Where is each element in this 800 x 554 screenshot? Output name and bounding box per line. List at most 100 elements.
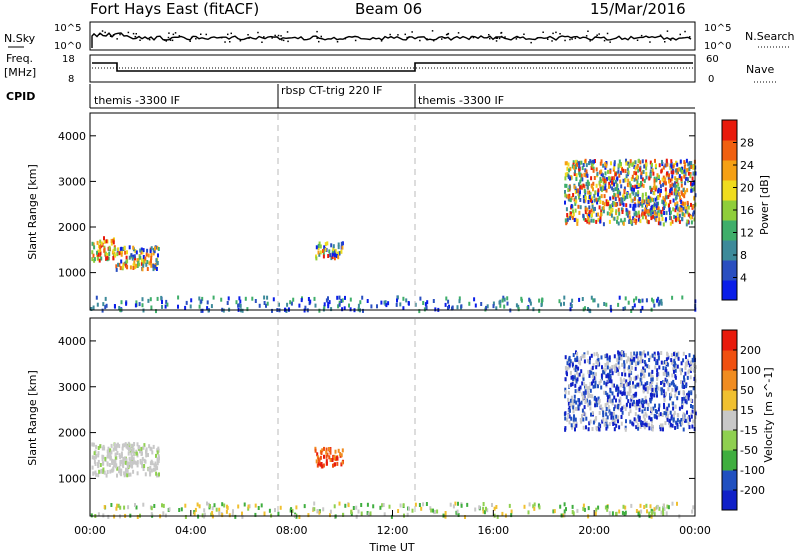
range-gate-cell	[150, 512, 153, 517]
range-gate-cell	[100, 469, 102, 474]
range-gate-cell	[568, 168, 571, 173]
range-gate-cell	[595, 507, 598, 512]
range-gate-cell	[332, 247, 335, 252]
range-gate-cell	[653, 413, 656, 418]
range-gate-cell	[605, 417, 608, 422]
noise-dot	[98, 33, 101, 35]
noise-dot	[280, 35, 282, 37]
range-gate-cell	[674, 217, 677, 222]
range-gate-cell	[654, 158, 656, 163]
range-gate-cell	[103, 248, 106, 253]
range-gate-cell	[676, 425, 679, 429]
range-gate-cell	[114, 446, 116, 451]
range-gate-cell	[106, 462, 109, 467]
range-gate-cell	[652, 197, 655, 202]
range-gate-cell	[604, 390, 607, 395]
range-gate-cell	[626, 213, 629, 218]
range-gate-cell	[615, 386, 618, 391]
range-gate-cell	[357, 307, 360, 312]
range-gate-cell	[613, 364, 616, 369]
range-gate-cell	[630, 503, 633, 508]
range-gate-cell	[676, 364, 679, 369]
range-gate-cell	[617, 360, 620, 365]
range-gate-cell	[340, 453, 343, 458]
range-gate-cell	[127, 441, 130, 446]
range-gate-cell	[586, 350, 589, 355]
range-gate-cell	[152, 467, 155, 472]
range-gate-cell	[675, 365, 678, 370]
range-gate-cell	[648, 415, 651, 420]
range-gate-cell	[599, 215, 602, 220]
range-gate-cell	[685, 395, 688, 400]
range-gate-cell	[616, 367, 619, 372]
range-gate-cell	[116, 466, 119, 471]
range-gate-cell	[680, 361, 683, 366]
range-gate-cell	[635, 211, 638, 216]
range-gate-cell	[690, 188, 693, 193]
range-gate-cell	[656, 298, 659, 303]
range-gate-cell	[650, 408, 653, 413]
range-gate-cell	[602, 413, 605, 418]
range-gate-cell	[680, 183, 683, 188]
range-gate-cell	[603, 176, 606, 181]
range-gate-cell	[606, 211, 609, 216]
range-gate-cell	[596, 361, 599, 366]
range-gate-cell	[572, 160, 575, 165]
range-gate-cell	[579, 205, 582, 210]
range-gate-cell	[692, 505, 695, 510]
range-gate-cell	[672, 170, 675, 175]
range-gate-cell	[604, 171, 607, 176]
colorbar-segment	[722, 450, 737, 471]
range-gate-cell	[132, 266, 135, 270]
range-gate-cell	[225, 509, 228, 514]
range-gate-cell	[606, 365, 609, 370]
range-gate-cell	[674, 368, 677, 373]
range-gate-cell	[166, 302, 169, 307]
range-gate-cell	[665, 195, 668, 200]
range-gate-cell	[655, 217, 658, 222]
range-gate-cell	[123, 245, 126, 250]
noise-dot	[281, 39, 283, 41]
range-gate-cell	[602, 163, 605, 168]
colorbar-tick-label: -200	[740, 484, 765, 497]
range-gate-cell	[573, 172, 576, 176]
range-gate-cell	[110, 503, 113, 507]
noise-dot	[555, 31, 557, 34]
range-gate-cell	[610, 411, 613, 416]
range-gate-cell	[572, 193, 575, 197]
range-gate-cell	[586, 386, 589, 391]
range-gate-cell	[629, 183, 632, 188]
range-gate-cell	[574, 389, 577, 394]
range-gate-cell	[383, 512, 386, 517]
range-gate-cell	[629, 159, 632, 164]
range-gate-cell	[627, 300, 630, 305]
colorbar-segment	[722, 410, 737, 431]
range-gate-cell	[571, 215, 574, 220]
noise-line	[91, 32, 692, 48]
range-gate-cell	[662, 196, 665, 201]
range-gate-cell	[631, 189, 634, 194]
range-gate-cell	[603, 370, 606, 375]
range-gate-cell	[571, 510, 574, 514]
noise-dot	[318, 40, 320, 43]
range-gate-cell	[586, 207, 589, 212]
range-gate-cell	[134, 503, 136, 507]
range-gate-cell	[290, 301, 293, 306]
range-gate-cell	[605, 199, 608, 204]
range-gate-cell	[563, 502, 566, 507]
range-gate-cell	[120, 459, 122, 464]
range-gate-cell	[590, 218, 593, 223]
colorbar-tick-label: 4	[740, 272, 747, 285]
range-gate-cell	[600, 212, 602, 217]
range-gate-cell	[107, 256, 110, 261]
range-gate-cell	[478, 505, 481, 510]
range-gate-cell	[148, 261, 151, 266]
range-gate-cell	[336, 461, 339, 466]
velocity-xlabel: Time UT	[368, 541, 414, 554]
range-gate-cell	[612, 422, 615, 426]
range-gate-cell	[177, 295, 180, 300]
range-gate-cell	[631, 162, 634, 167]
range-gate-cell	[588, 373, 591, 378]
range-gate-cell	[574, 406, 577, 411]
range-gate-cell	[149, 472, 152, 477]
